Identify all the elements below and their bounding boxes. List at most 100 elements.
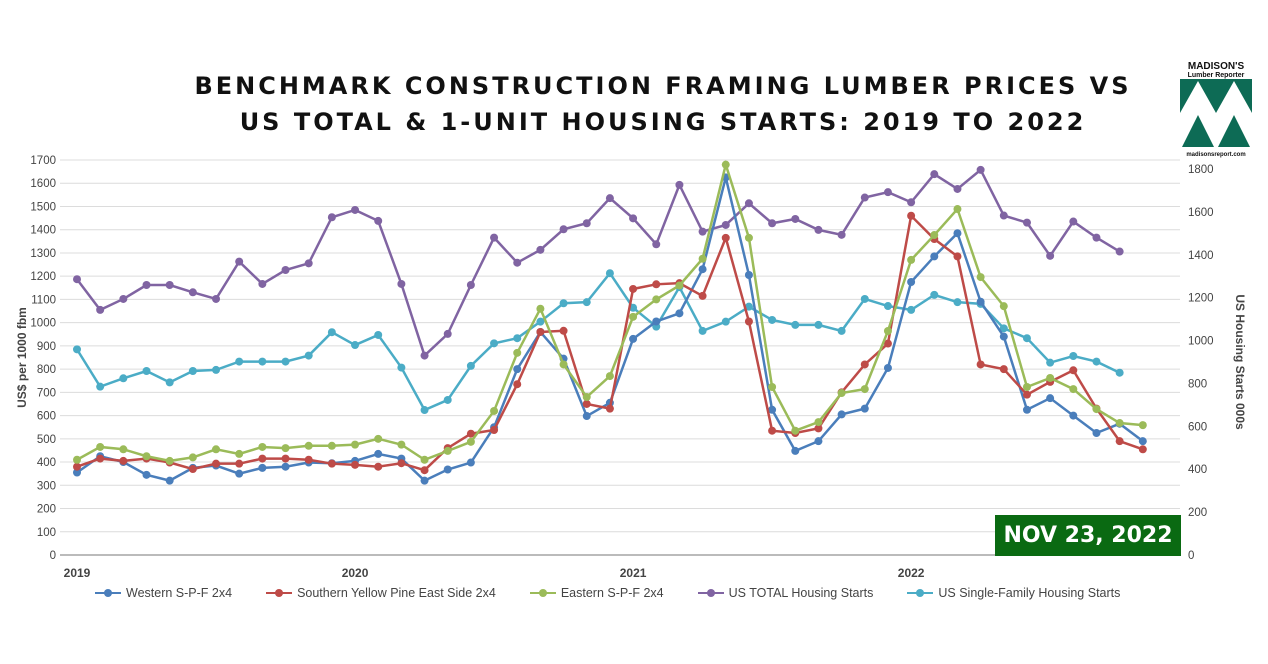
data-point bbox=[304, 259, 313, 268]
data-point bbox=[1069, 366, 1078, 375]
data-point bbox=[327, 441, 336, 450]
data-point bbox=[258, 279, 267, 288]
series-line bbox=[75, 271, 1121, 412]
data-point bbox=[652, 295, 661, 304]
data-point bbox=[142, 452, 151, 461]
data-point bbox=[258, 463, 267, 472]
data-point bbox=[420, 406, 429, 415]
y-tick-label: 1000 bbox=[30, 318, 56, 330]
data-point bbox=[559, 326, 568, 335]
data-point bbox=[860, 404, 869, 413]
y2-tick-label: 1800 bbox=[1188, 164, 1214, 176]
data-point bbox=[999, 302, 1008, 311]
data-point bbox=[744, 302, 753, 311]
legend-marker-icon bbox=[697, 588, 724, 598]
data-point bbox=[629, 284, 638, 293]
data-point bbox=[73, 468, 81, 477]
y2-axis-label: US Housing Starts 000s bbox=[1233, 294, 1247, 430]
logo-text-3: madisonsreport.com bbox=[1186, 152, 1246, 158]
y2-tick-label: 200 bbox=[1188, 507, 1207, 519]
data-point bbox=[397, 459, 406, 468]
data-point bbox=[1092, 233, 1101, 242]
chart-title-line2: US TOTAL & 1-UNIT HOUSING STARTS: 2019 T… bbox=[239, 108, 1087, 136]
data-point bbox=[1022, 405, 1031, 414]
data-point bbox=[397, 440, 406, 449]
y-tick-label: 300 bbox=[37, 480, 56, 492]
logo-text-2: Lumber Reporter bbox=[1187, 72, 1245, 79]
y2-tick-label: 1600 bbox=[1188, 207, 1214, 219]
data-point bbox=[142, 470, 151, 479]
data-point bbox=[768, 315, 777, 324]
data-point bbox=[466, 429, 475, 438]
y-tick-label: 0 bbox=[50, 550, 56, 562]
data-point bbox=[374, 330, 383, 339]
data-point bbox=[1022, 218, 1031, 227]
y-tick-label: 1600 bbox=[30, 178, 56, 190]
legend-marker-icon bbox=[266, 588, 293, 598]
y-tick-label: 1100 bbox=[31, 294, 56, 306]
data-point bbox=[351, 205, 360, 214]
data-point bbox=[721, 220, 730, 229]
data-point bbox=[165, 378, 174, 387]
data-point bbox=[142, 367, 151, 376]
data-point bbox=[258, 454, 267, 463]
data-point bbox=[953, 298, 962, 307]
legend-item: Southern Yellow Pine East Side 2x4 bbox=[266, 586, 496, 600]
data-point bbox=[212, 365, 221, 374]
data-point bbox=[235, 459, 244, 468]
y-tick-label: 200 bbox=[37, 504, 56, 516]
data-point bbox=[397, 279, 406, 288]
y2-tick-label: 0 bbox=[1188, 550, 1194, 562]
data-point bbox=[744, 317, 753, 326]
data-point bbox=[837, 230, 846, 239]
data-point bbox=[165, 281, 174, 290]
data-point bbox=[1138, 437, 1147, 446]
legend-item: US TOTAL Housing Starts bbox=[697, 586, 874, 600]
data-point bbox=[327, 459, 336, 468]
data-point bbox=[165, 456, 174, 465]
data-point bbox=[73, 455, 81, 464]
data-point bbox=[860, 360, 869, 369]
series-line bbox=[76, 167, 1121, 358]
data-point bbox=[930, 252, 939, 261]
data-point bbox=[351, 341, 360, 350]
logo-text-1: MADISON'S bbox=[1187, 61, 1245, 72]
data-point bbox=[698, 265, 707, 274]
data-point bbox=[1115, 368, 1124, 377]
data-point bbox=[652, 280, 661, 289]
data-point bbox=[420, 351, 429, 360]
data-point bbox=[536, 245, 545, 254]
data-point bbox=[582, 298, 591, 307]
data-point bbox=[629, 334, 638, 343]
data-point bbox=[466, 458, 475, 467]
series-line bbox=[76, 160, 1143, 463]
data-point bbox=[1046, 394, 1055, 403]
data-point bbox=[1022, 390, 1031, 399]
data-point bbox=[930, 290, 939, 299]
legend-label: US TOTAL Housing Starts bbox=[728, 586, 874, 600]
data-point bbox=[814, 424, 823, 433]
x-tick-label: 2019 bbox=[64, 566, 91, 580]
legend-label: Southern Yellow Pine East Side 2x4 bbox=[297, 586, 496, 600]
data-point bbox=[744, 233, 753, 242]
data-point bbox=[304, 441, 313, 450]
data-point bbox=[860, 193, 869, 202]
y-tick-label: 1500 bbox=[30, 201, 56, 213]
data-point bbox=[791, 320, 800, 329]
legend: Western S-P-F 2x4 Southern Yellow Pine Ea… bbox=[95, 586, 1120, 600]
data-point bbox=[1069, 385, 1078, 394]
data-point bbox=[142, 281, 151, 290]
data-point bbox=[791, 214, 800, 223]
y-tick-label: 1300 bbox=[30, 248, 56, 260]
data-point bbox=[605, 372, 614, 381]
data-point bbox=[281, 266, 290, 275]
data-point bbox=[1115, 437, 1124, 446]
y-tick-label: 1200 bbox=[30, 271, 56, 283]
data-point bbox=[582, 393, 591, 401]
data-point bbox=[907, 255, 916, 264]
data-point bbox=[675, 281, 684, 290]
data-point bbox=[768, 383, 777, 392]
y-tick-label: 500 bbox=[37, 434, 56, 446]
x-tick-label: 2020 bbox=[342, 566, 369, 580]
data-point bbox=[698, 254, 707, 263]
